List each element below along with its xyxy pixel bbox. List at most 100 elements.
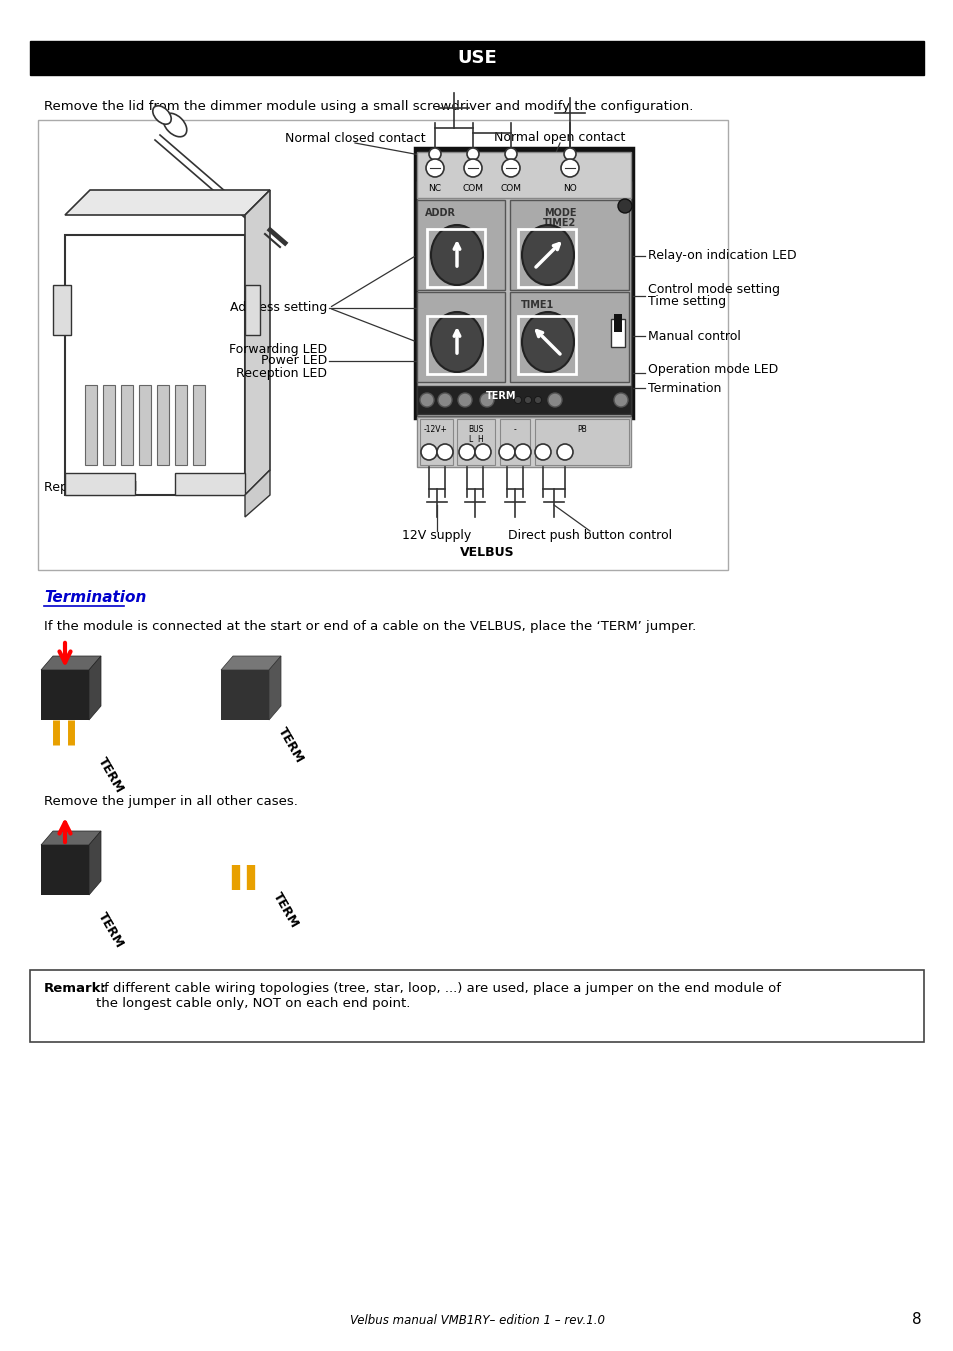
Ellipse shape xyxy=(521,226,574,285)
Text: If the module is connected at the start or end of a cable on the VELBUS, place t: If the module is connected at the start … xyxy=(44,620,696,634)
Bar xyxy=(510,292,628,382)
Circle shape xyxy=(614,393,627,407)
Polygon shape xyxy=(89,657,101,720)
Text: 12V supply: 12V supply xyxy=(402,528,471,542)
Text: Manual control: Manual control xyxy=(647,330,740,343)
Text: 8: 8 xyxy=(911,1313,921,1328)
Circle shape xyxy=(420,444,436,459)
Bar xyxy=(510,200,628,290)
Text: ADDR: ADDR xyxy=(424,208,456,218)
Circle shape xyxy=(419,393,434,407)
Polygon shape xyxy=(221,657,281,670)
Text: Termination: Termination xyxy=(647,381,720,394)
Text: Forwarding LED: Forwarding LED xyxy=(229,343,327,355)
Text: Replace the lid: Replace the lid xyxy=(44,481,137,494)
Text: NC: NC xyxy=(428,184,441,193)
Bar xyxy=(416,292,504,382)
Bar xyxy=(193,385,205,465)
Circle shape xyxy=(463,159,481,177)
Text: TERM: TERM xyxy=(274,725,306,766)
Circle shape xyxy=(514,396,521,404)
Text: TERM: TERM xyxy=(95,755,126,796)
Text: Time setting: Time setting xyxy=(647,296,725,308)
Bar xyxy=(427,230,484,286)
Text: If different cable wiring topologies (tree, star, loop, ...) are used, place a j: If different cable wiring topologies (tr… xyxy=(96,982,781,1011)
Text: Relay-on indication LED: Relay-on indication LED xyxy=(647,250,796,262)
Circle shape xyxy=(534,396,541,404)
Text: TERM: TERM xyxy=(485,390,516,401)
Bar xyxy=(103,385,115,465)
Bar xyxy=(456,419,495,465)
Bar xyxy=(416,200,504,290)
Ellipse shape xyxy=(521,312,574,372)
Text: Remark:: Remark: xyxy=(44,982,107,994)
Bar xyxy=(416,386,630,413)
Circle shape xyxy=(498,444,515,459)
Bar xyxy=(174,473,245,494)
Bar xyxy=(85,385,97,465)
Polygon shape xyxy=(41,831,101,844)
Circle shape xyxy=(457,393,472,407)
Bar xyxy=(517,316,576,374)
Circle shape xyxy=(467,149,478,159)
Text: MODE: MODE xyxy=(543,208,576,218)
Text: -: - xyxy=(513,426,516,434)
Polygon shape xyxy=(245,190,270,494)
Text: Address setting: Address setting xyxy=(230,301,327,315)
Bar xyxy=(499,419,530,465)
Text: Direct push button control: Direct push button control xyxy=(507,528,671,542)
Text: Power LED: Power LED xyxy=(260,354,327,367)
Text: TERM: TERM xyxy=(270,890,300,931)
Polygon shape xyxy=(89,831,101,894)
Bar xyxy=(517,230,576,286)
Circle shape xyxy=(479,393,494,407)
Bar xyxy=(416,181,630,416)
Bar xyxy=(41,844,89,894)
Circle shape xyxy=(618,199,631,213)
Bar xyxy=(41,670,89,720)
Text: NO: NO xyxy=(562,184,577,193)
Text: TERM: TERM xyxy=(95,911,126,950)
Text: -12V+: -12V+ xyxy=(424,426,448,434)
Circle shape xyxy=(535,444,551,459)
Circle shape xyxy=(524,396,531,404)
Bar xyxy=(65,473,135,494)
Circle shape xyxy=(547,393,561,407)
Polygon shape xyxy=(65,190,270,215)
Text: Remove the lid from the dimmer module using a small screwdriver and modify the c: Remove the lid from the dimmer module us… xyxy=(44,100,693,113)
Text: USE: USE xyxy=(456,49,497,68)
Ellipse shape xyxy=(431,226,482,285)
Bar xyxy=(415,149,633,417)
Circle shape xyxy=(501,159,519,177)
Text: Normal closed contact: Normal closed contact xyxy=(284,131,425,145)
Bar xyxy=(610,319,624,347)
Circle shape xyxy=(437,393,452,407)
Circle shape xyxy=(475,444,491,459)
Bar xyxy=(221,670,269,720)
Bar xyxy=(53,285,71,335)
Bar xyxy=(30,41,923,76)
Ellipse shape xyxy=(163,113,187,136)
Circle shape xyxy=(560,159,578,177)
Bar xyxy=(139,385,151,465)
Circle shape xyxy=(504,149,517,159)
Bar xyxy=(38,120,727,570)
Text: TIME1: TIME1 xyxy=(521,300,554,309)
Text: Normal open contact: Normal open contact xyxy=(494,131,625,145)
Text: VELBUS: VELBUS xyxy=(459,547,514,559)
Bar xyxy=(245,285,260,335)
Bar xyxy=(416,417,630,467)
Text: COM: COM xyxy=(500,184,521,193)
Circle shape xyxy=(429,149,440,159)
Bar xyxy=(30,970,923,1042)
Text: TIME2: TIME2 xyxy=(543,218,576,228)
Bar xyxy=(419,419,453,465)
Circle shape xyxy=(426,159,443,177)
Bar xyxy=(416,153,630,199)
Bar xyxy=(614,313,621,332)
Text: Control mode setting: Control mode setting xyxy=(647,284,780,296)
Text: Operation mode LED: Operation mode LED xyxy=(647,363,778,377)
Ellipse shape xyxy=(152,105,171,124)
Polygon shape xyxy=(245,470,270,517)
Text: PB: PB xyxy=(577,426,586,434)
